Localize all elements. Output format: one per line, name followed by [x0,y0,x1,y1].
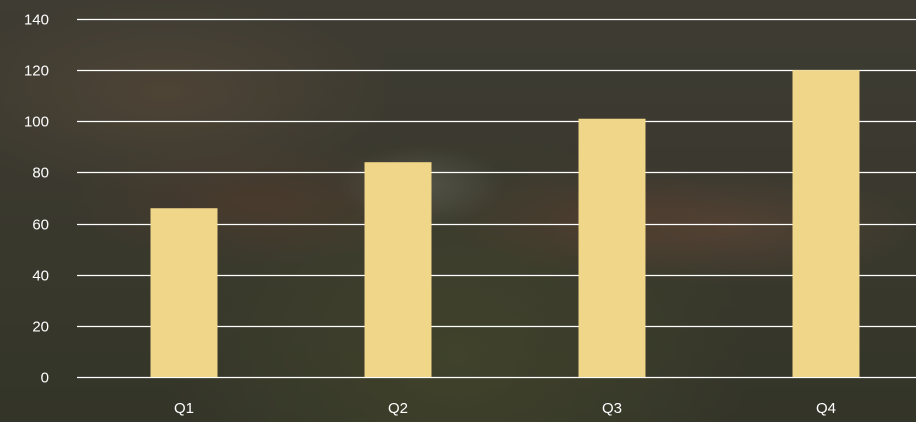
y-tick-label: 0 [41,370,49,387]
y-tick-label: 140 [24,12,49,29]
bars [150,70,860,378]
bar-q2 [364,162,432,377]
x-category-label: Q2 [388,400,408,417]
x-category-label: Q3 [602,400,622,417]
bar-q4 [792,70,860,378]
bar-q3 [578,118,646,377]
x-category-label: Q4 [816,400,836,417]
y-tick-label: 100 [24,114,49,131]
x-axis-category-labels: Q1 Q2 Q3 Q4 [174,400,836,417]
y-tick-label: 40 [32,268,49,285]
y-tick-label: 80 [32,165,49,182]
y-tick-label: 20 [32,319,49,336]
x-category-label: Q1 [174,400,194,417]
y-tick-label: 120 [24,63,49,80]
y-tick-label: 60 [32,217,49,234]
y-axis-tick-labels: 0 20 40 60 80 100 120 140 [24,12,49,387]
bar-q1 [150,208,218,377]
